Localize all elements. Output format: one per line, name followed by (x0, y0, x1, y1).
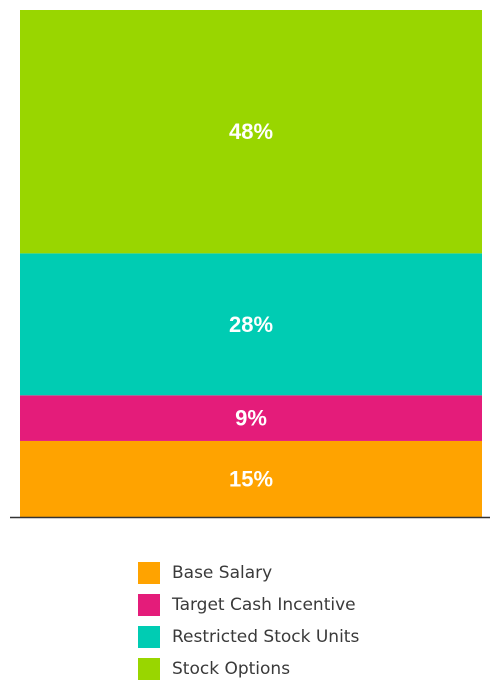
bar-segment-target-cash-incentive (20, 395, 482, 441)
chart-legend: Base Salary Target Cash Incentive Restrict… (138, 557, 438, 685)
legend-item-base-salary: Base Salary (138, 557, 438, 589)
legend-label-target-cash-incentive: Target Cash Incentive (172, 595, 356, 615)
legend-swatch-base-salary (138, 562, 160, 584)
legend-item-stock-options: Stock Options (138, 653, 438, 685)
stacked-bar-chart: 15% 9% 28% 48% (10, 10, 490, 519)
data-label-restricted-stock-units: 28% (229, 312, 273, 337)
data-label-base-salary: 15% (229, 466, 273, 491)
bar-segments (20, 10, 482, 517)
data-label-target-cash-incentive: 9% (235, 406, 267, 431)
legend-swatch-target-cash-incentive (138, 594, 160, 616)
legend-label-restricted-stock-units: Restricted Stock Units (172, 627, 360, 647)
legend-label-base-salary: Base Salary (172, 563, 273, 583)
legend-swatch-stock-options (138, 658, 160, 680)
legend-swatch-restricted-stock-units (138, 626, 160, 648)
data-label-stock-options: 48% (229, 119, 273, 144)
segment-labels: 15% 9% 28% 48% (229, 119, 273, 491)
legend-item-target-cash-incentive: Target Cash Incentive (138, 589, 438, 621)
legend-label-stock-options: Stock Options (172, 659, 291, 679)
bar-segment-base-salary (20, 440, 482, 517)
legend-item-restricted-stock-units: Restricted Stock Units (138, 621, 438, 653)
bar-segment-stock-options (20, 10, 482, 254)
bar-segment-restricted-stock-units (20, 253, 482, 396)
